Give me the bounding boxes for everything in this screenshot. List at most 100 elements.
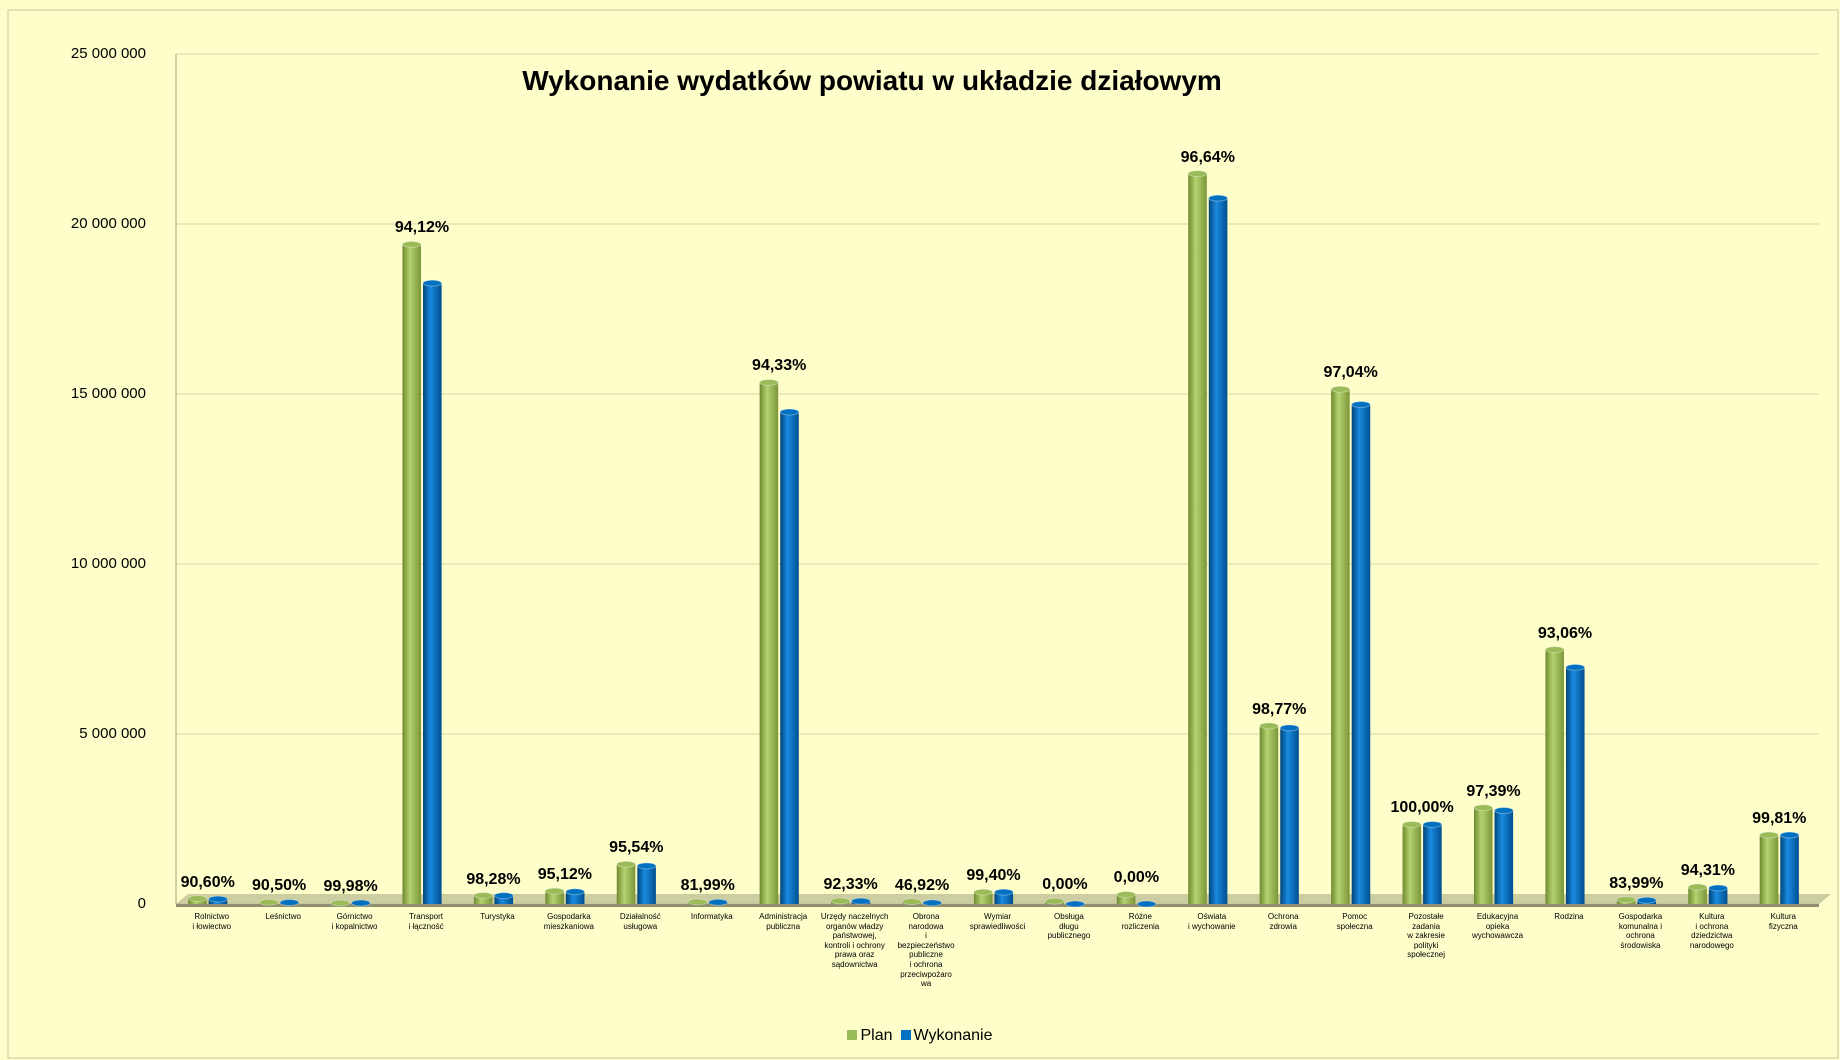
- x-tick-label: Rolnictwo i łowiectwo: [192, 912, 232, 931]
- data-label: 99,81%: [1752, 809, 1807, 827]
- y-tick-label: 25 000 000: [70, 45, 146, 62]
- x-tick-label: Pomoc społeczna: [1336, 912, 1373, 931]
- x-tick-label: Gospodarka komunalna i ochrona środowisk…: [1618, 912, 1663, 950]
- bar-cap: [1616, 896, 1636, 904]
- data-label: 97,04%: [1323, 364, 1378, 382]
- bar-cap: [1759, 831, 1779, 839]
- data-label: 97,39%: [1466, 782, 1521, 800]
- x-tick-label: Ochrona zdrowia: [1267, 912, 1299, 931]
- legend-item: Wykonanie: [900, 1027, 993, 1045]
- bar: [1473, 807, 1493, 904]
- data-label: 90,50%: [252, 877, 307, 895]
- bar-cap: [1279, 724, 1300, 732]
- x-tick-label: Kultura i ochrona dziedzictwa narodowego: [1689, 912, 1734, 950]
- bar: [565, 891, 585, 904]
- chart-title: Wykonanie wydatków powiatu w układzie dz…: [522, 65, 1222, 96]
- bar-cap: [351, 899, 371, 907]
- bar: [1780, 834, 1799, 904]
- x-tick-label: Obrona narodowa i bezpieczeństwo publicz…: [897, 912, 955, 989]
- y-tick-label: 10 000 000: [70, 555, 146, 572]
- data-label: 81,99%: [680, 876, 735, 894]
- y-tick-label: 15 000 000: [70, 385, 146, 402]
- x-tick-label: Działalność usługowa: [619, 912, 661, 931]
- bar: [1565, 667, 1585, 904]
- data-label: 98,77%: [1252, 700, 1307, 718]
- bar: [973, 892, 993, 904]
- x-tick-label: Informatyka: [690, 912, 733, 921]
- bar-cap: [1351, 401, 1371, 409]
- bar-cap: [1136, 900, 1157, 908]
- frame: [7, 9, 1839, 1059]
- x-tick-label: Leśnictwo: [265, 912, 301, 921]
- bar: [1402, 824, 1422, 904]
- bar: [545, 891, 564, 904]
- x-tick-label: Oświata i wychowanie: [1188, 912, 1236, 931]
- bar: [994, 892, 1014, 904]
- bar: [402, 244, 422, 904]
- x-tick-label: Rodzina: [1554, 912, 1584, 921]
- bar-cap: [1473, 804, 1494, 812]
- bar-cap: [851, 897, 871, 905]
- bar-cap: [544, 887, 565, 895]
- y-tick-label: 20 000 000: [70, 215, 146, 232]
- bar-cap: [779, 408, 800, 416]
- legend-swatch: [900, 1030, 911, 1040]
- bar: [1708, 887, 1728, 904]
- bar: [1688, 887, 1707, 904]
- bar-cap: [330, 899, 351, 907]
- x-tick-label: Górnictwo i kopalnictwo: [331, 912, 378, 931]
- data-label: 46,92%: [894, 876, 950, 894]
- x-tick-label: Różne rozliczenia: [1121, 912, 1160, 931]
- bar: [1208, 198, 1228, 904]
- x-tick-label: Urzędy naczelnych organów władzy państwo…: [820, 912, 889, 969]
- x-tick-label: Turystyka: [480, 912, 515, 921]
- bar: [1116, 894, 1136, 904]
- x-tick-label: Edukacyjna opieka wychowawcza: [1471, 912, 1524, 941]
- bar-cap: [994, 888, 1014, 896]
- bar-cap: [1422, 820, 1443, 828]
- legend-label: Plan: [860, 1027, 893, 1044]
- bar: [1423, 824, 1442, 904]
- bar-cap: [830, 897, 851, 905]
- data-label: 94,31%: [1680, 862, 1735, 879]
- data-label: 0,00%: [1042, 876, 1088, 894]
- data-label: 83,99%: [1609, 874, 1664, 892]
- bar-cap: [1044, 897, 1065, 905]
- bar: [473, 895, 493, 904]
- bar: [616, 864, 636, 904]
- bar-cap: [1208, 194, 1228, 202]
- bar: [1545, 649, 1564, 904]
- bar: [1759, 834, 1779, 904]
- bar-cap: [1565, 663, 1586, 671]
- bar: [1259, 725, 1279, 904]
- data-label: 98,28%: [466, 870, 521, 888]
- bar-cap: [279, 898, 300, 906]
- x-tick-label: Gospodarka mieszkaniowa: [543, 912, 595, 931]
- data-label: 99,40%: [966, 867, 1021, 885]
- bar-cap: [687, 898, 708, 906]
- data-label: 90,60%: [180, 873, 235, 891]
- bar-cap: [922, 899, 943, 907]
- data-label: 100,00%: [1390, 799, 1454, 817]
- bar-cap: [1187, 170, 1208, 178]
- y-tick-label: 0: [137, 895, 146, 912]
- bar-cap: [901, 898, 922, 906]
- y-tick-label: 5 000 000: [79, 725, 146, 742]
- data-label: 94,33%: [752, 357, 807, 375]
- bar-cap: [422, 279, 443, 287]
- bar-cap: [1779, 831, 1800, 839]
- bar-cap: [1402, 820, 1422, 828]
- data-label: 99,98%: [323, 877, 378, 895]
- x-tick-label: Kultura fizyczna: [1768, 912, 1798, 931]
- bar-cap: [1708, 884, 1728, 892]
- data-label: 94,12%: [394, 219, 450, 237]
- x-tick-label: Wymiar sprawiedliwości: [969, 912, 1026, 931]
- bar-cap: [759, 378, 779, 386]
- bar-cap: [1636, 896, 1657, 904]
- bar-cap: [973, 888, 994, 896]
- bar-cap: [708, 898, 728, 906]
- legend-item: Plan: [847, 1027, 893, 1045]
- bar-cap: [187, 895, 208, 903]
